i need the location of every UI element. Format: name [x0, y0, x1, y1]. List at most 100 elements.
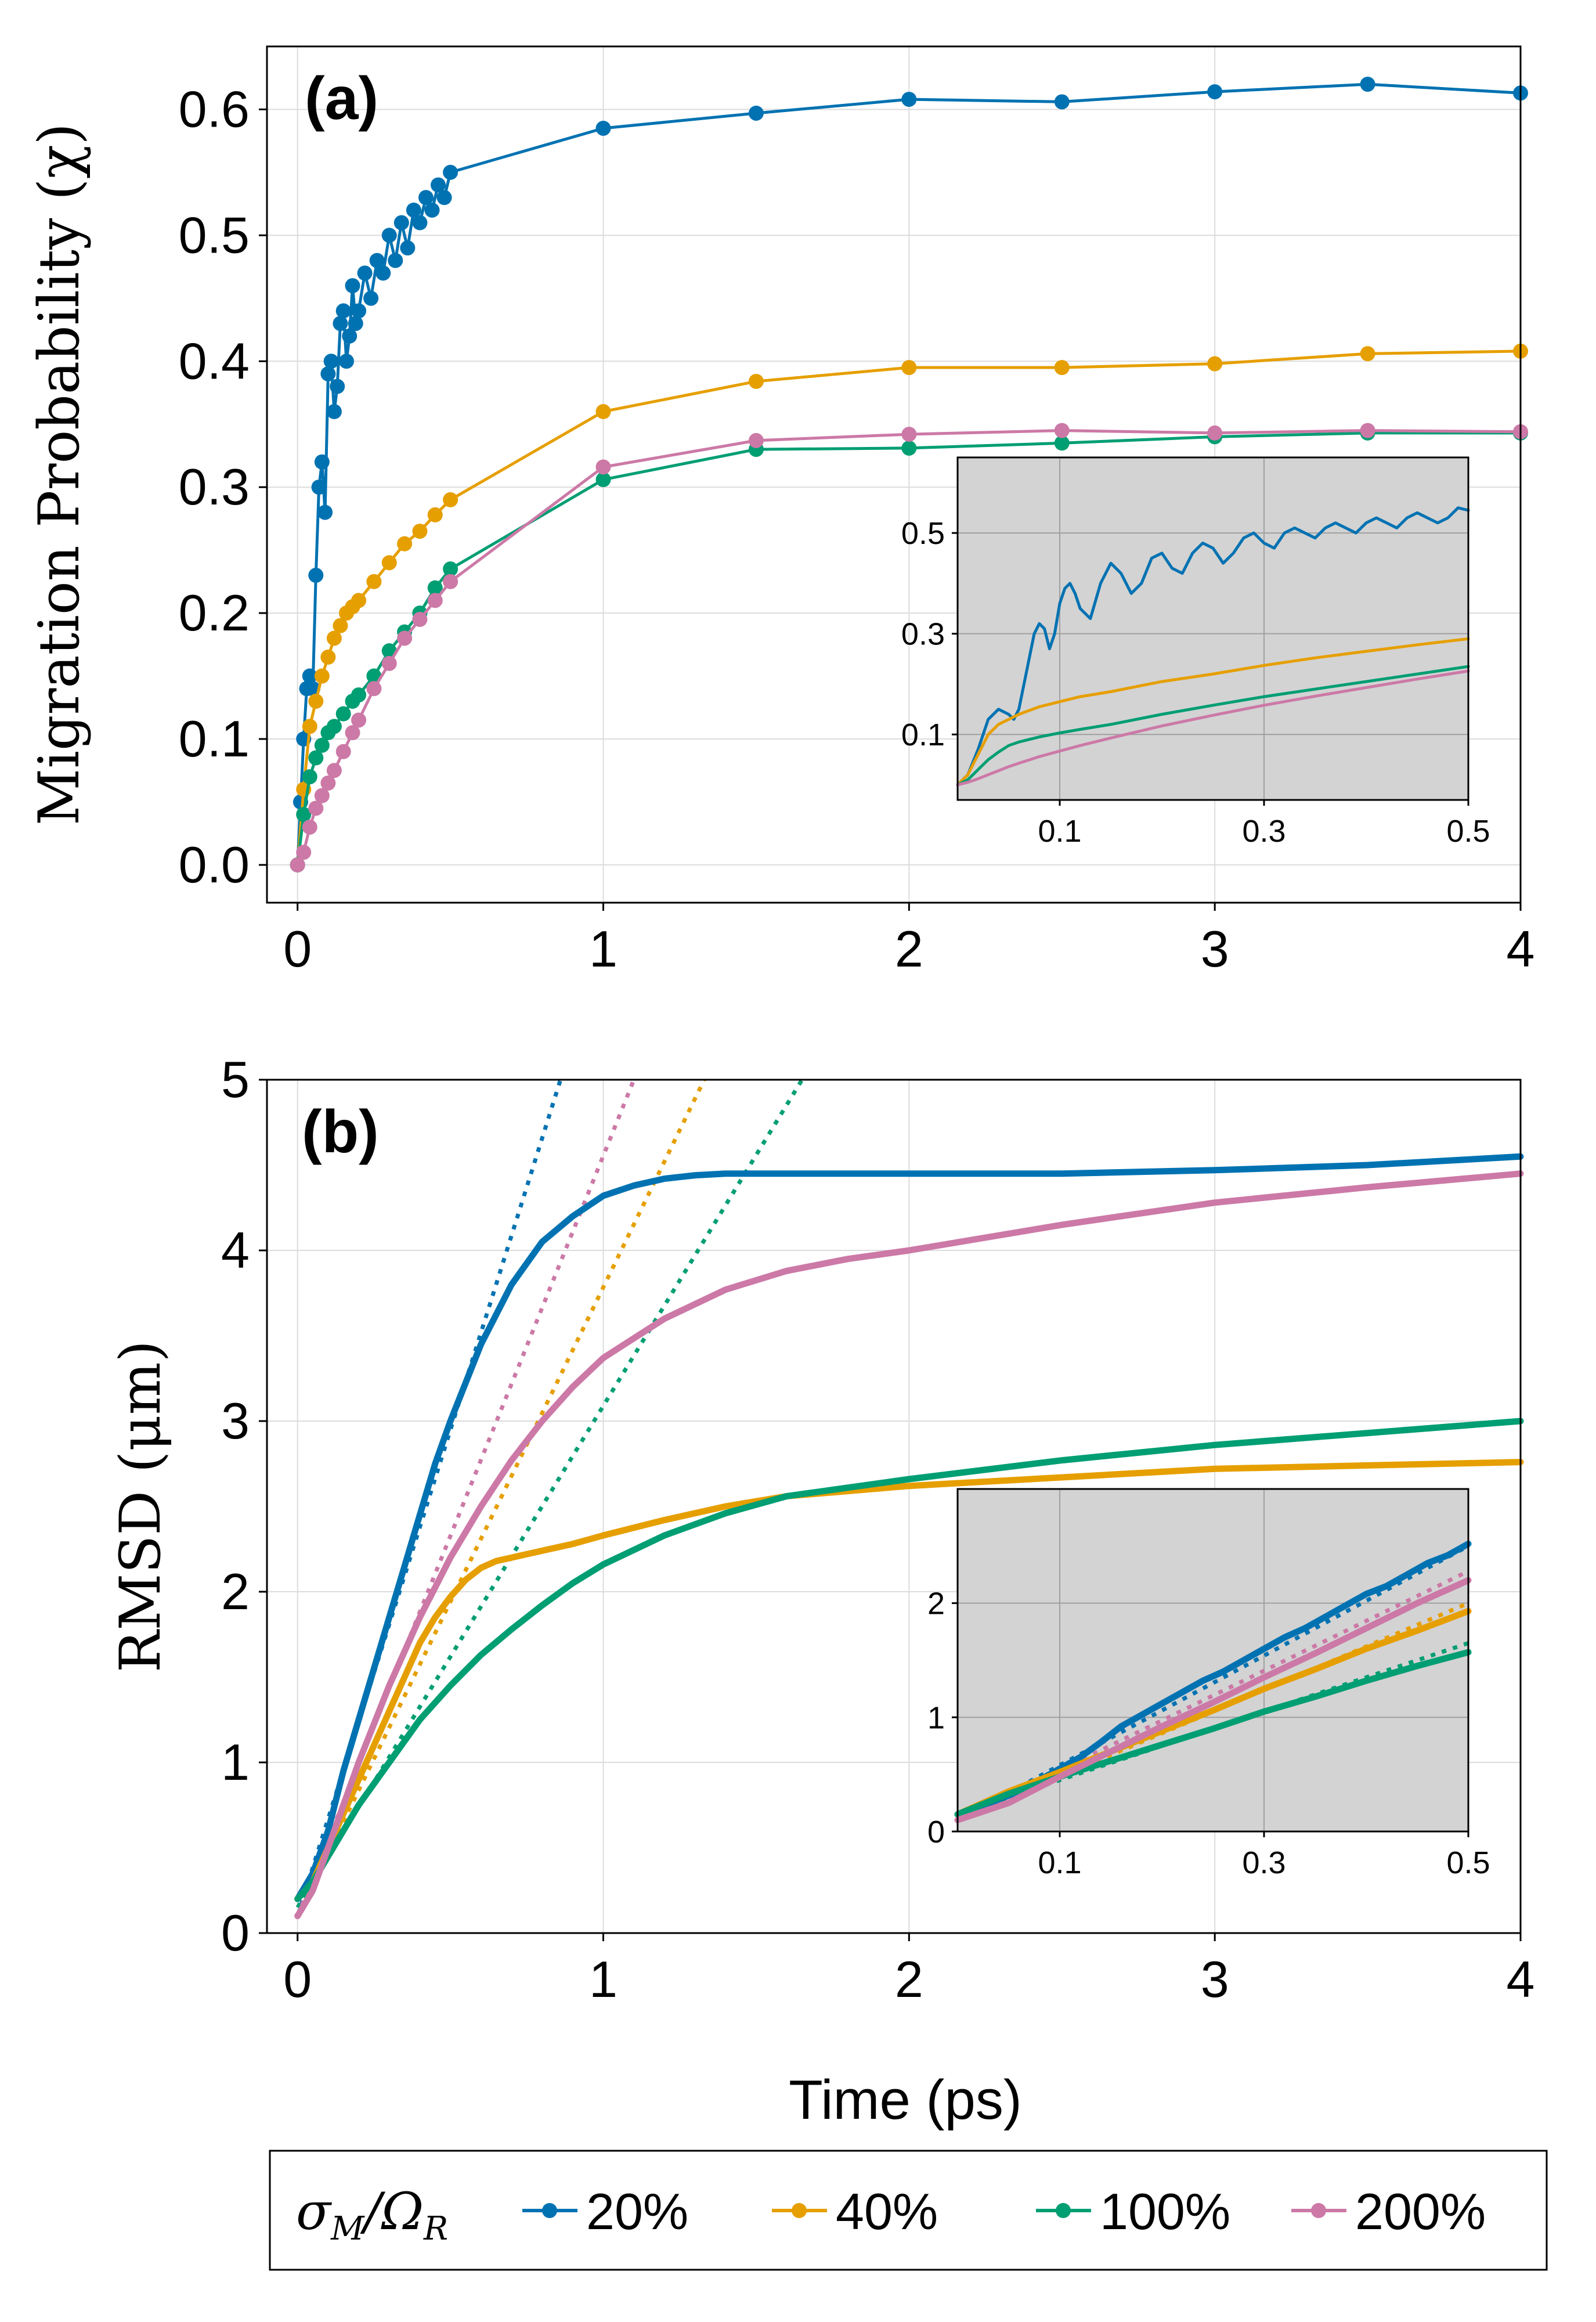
- panel-a-point-20pct: [357, 265, 373, 281]
- panel-a-point-20pct: [323, 354, 339, 369]
- legend-swatch-marker: [792, 2203, 807, 2218]
- panel-b-series: [294, 1079, 1524, 1920]
- panel-a-point-200pct: [308, 801, 324, 816]
- panel-a-point-200pct: [427, 593, 443, 608]
- panel-a-inset-line-40pct: [956, 637, 1470, 787]
- panel-a-point-200pct: [351, 712, 367, 728]
- panel-a-point-20pct: [314, 454, 330, 470]
- panel-b-ytick-label: 0: [221, 1904, 250, 1962]
- panel-b-inset-ytick-label: 2: [927, 1587, 945, 1621]
- panel-a-point-200pct: [1054, 423, 1070, 438]
- panel-a-point-40pct: [397, 536, 413, 551]
- panel-a-point-20pct: [393, 215, 409, 230]
- panel-a-point-20pct: [1207, 84, 1223, 100]
- panel-b-ytick-label: 3: [221, 1392, 250, 1450]
- panel-b-xtick-label: 4: [1507, 1950, 1535, 2008]
- panel-a-inset-xtick-label: 0.5: [1446, 814, 1490, 849]
- panel-a-point-20pct: [335, 303, 351, 319]
- panel-a-point-200pct: [381, 655, 397, 671]
- panel-b-ytick-label: 2: [221, 1563, 250, 1620]
- panel-a-point-200pct: [345, 725, 360, 741]
- panel-b-inset-xtick-label: 0.3: [1242, 1845, 1286, 1880]
- panel-a-point-200pct: [748, 432, 764, 448]
- panel-a-point-200pct: [443, 574, 458, 589]
- panel-a-point-100pct: [427, 580, 443, 596]
- panel-a-xtick-label: 4: [1507, 920, 1535, 978]
- legend-item-label: 100%: [1100, 2183, 1230, 2240]
- panel-a-inset-series: [956, 506, 1470, 787]
- panel-a-point-100pct: [308, 750, 324, 766]
- panel-a-point-20pct: [400, 240, 416, 256]
- panel-a-point-200pct: [335, 744, 351, 759]
- panel-b-inset-line-40pct: [954, 1607, 1472, 1818]
- panel-a-point-20pct: [443, 164, 458, 180]
- panel-a-point-40pct: [320, 650, 336, 665]
- panel-a-point-20pct: [326, 404, 342, 420]
- panel-a-point-200pct: [314, 788, 330, 803]
- panel-a-ytick-label: 0.0: [179, 836, 250, 893]
- panel-a-point-100pct: [314, 737, 330, 753]
- panel-b-line-20pct: [294, 1153, 1524, 1902]
- panel-a-inset-line-20pct: [956, 506, 1470, 787]
- panel-a-ytick-label: 0.6: [179, 80, 250, 138]
- panel-a-point-20pct: [369, 253, 385, 268]
- panel-a-point-20pct: [406, 202, 421, 218]
- panel-a-point-100pct: [1054, 435, 1070, 451]
- panel-b-xtick-label: 3: [1201, 1950, 1229, 2008]
- panel-a-point-40pct: [381, 555, 397, 571]
- panel-a-point-40pct: [748, 373, 764, 389]
- panel-a-point-40pct: [1054, 360, 1070, 376]
- panel-a-point-20pct: [311, 479, 327, 495]
- panel-b-frame: [266, 1079, 1522, 1934]
- panel-a-point-40pct: [326, 630, 342, 646]
- panel-a-point-20pct: [424, 202, 440, 218]
- panel-a-inset-line-100pct: [956, 665, 1470, 787]
- panel-a-frame: [266, 45, 1522, 904]
- legend-swatch-marker: [1311, 2203, 1326, 2218]
- panel-a-point-20pct: [348, 316, 363, 331]
- panel-a-point-200pct: [366, 681, 382, 697]
- panel-a-ytick-label: 0.5: [179, 206, 250, 264]
- panel-a-inset-frame: [956, 456, 1469, 801]
- panel-a-ylabel: Migration Probability (χ): [27, 123, 92, 825]
- panel-a-point-20pct: [418, 190, 434, 205]
- legend: σM/ΩR 20% 40% 100% 200%: [269, 2150, 1548, 2271]
- panel-a-inset: 0.1 0.3 0.5 0.1 0.3 0.5: [901, 456, 1490, 849]
- panel-a-point-200pct: [1207, 425, 1223, 441]
- panel-b-line-200pct: [294, 1170, 1524, 1920]
- panel-a-ytick-label: 0.4: [179, 332, 250, 390]
- panel-a-inset-ytick-label: 0.3: [901, 617, 945, 652]
- panel-a-xtick-label: 3: [1201, 920, 1229, 978]
- panel-b-xtick-label: 2: [895, 1950, 923, 2008]
- panel-a-inset-xtick-label: 0.1: [1038, 814, 1081, 849]
- panel-b-inset-frame: [956, 1488, 1469, 1833]
- legend-item-20pct: 20%: [522, 2183, 688, 2240]
- legend-item-200pct: 200%: [1291, 2183, 1486, 2240]
- panel-b-inset-ytick-label: 1: [927, 1700, 945, 1735]
- panel-b-inset-ytick-label: 0: [927, 1815, 945, 1849]
- panel-a-point-20pct: [330, 378, 345, 394]
- panel-a-point-40pct: [1360, 346, 1375, 362]
- panel-a-xtick-label: 1: [589, 920, 618, 978]
- panel-a-point-20pct: [595, 120, 611, 136]
- panel-b-line-100pct: [294, 1418, 1524, 1902]
- panel-a-point-20pct: [363, 290, 379, 306]
- panel-a-inset-ytick-label: 0.5: [901, 516, 945, 551]
- panel-a-inset-ticks: 0.1 0.3 0.5 0.1 0.3 0.5: [901, 516, 1490, 849]
- panel-a-point-200pct: [290, 857, 305, 872]
- panel-a-point-40pct: [1207, 356, 1223, 372]
- panel-a: 0 1 2 3 4 0.0 0.1 0.2 0.3 0.4 0.5 0.6 (a) Migration…: [27, 45, 1535, 978]
- panel-b-ticks: 0 1 2 3 4 0 1 2 3 4 5: [221, 1051, 1534, 2008]
- panel-a-point-20pct: [338, 354, 354, 369]
- panel-a-point-200pct: [397, 630, 413, 646]
- panel-a-point-20pct: [308, 568, 324, 583]
- panel-b-ytick-label: 1: [221, 1733, 250, 1791]
- panel-a-point-200pct: [595, 459, 611, 475]
- panel-a-point-200pct: [1360, 423, 1375, 438]
- panel-a-point-100pct: [302, 769, 317, 785]
- panel-a-point-200pct: [302, 819, 317, 835]
- panel-a-point-100pct: [595, 472, 611, 488]
- panel-a-inset-xtick-label: 0.3: [1242, 814, 1286, 849]
- panel-b-ytick-label: 4: [221, 1221, 250, 1279]
- panel-b-inset-series: [954, 1540, 1472, 1823]
